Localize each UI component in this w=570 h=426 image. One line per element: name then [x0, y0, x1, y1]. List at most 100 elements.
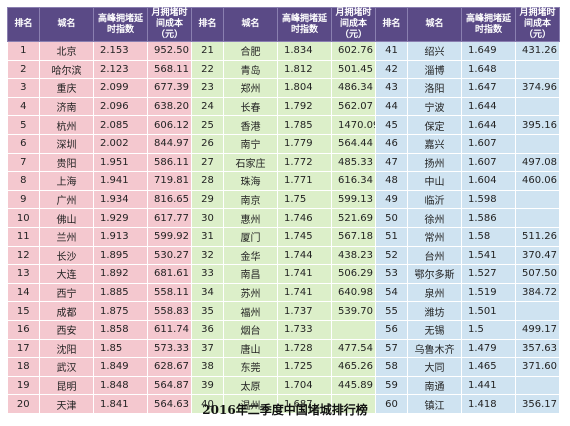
rank-cell: 19	[7, 376, 40, 396]
city-cell: 无锡	[407, 320, 462, 340]
cost-cell: 617.77	[147, 208, 192, 228]
city-cell: 临沂	[407, 190, 462, 210]
city-cell: 宁波	[407, 97, 462, 117]
cost-cell	[515, 97, 560, 117]
rank-cell: 23	[191, 78, 224, 98]
index-cell: 1.885	[93, 283, 148, 303]
rank-cell: 56	[375, 320, 408, 340]
rank-cell: 6	[7, 134, 40, 154]
table-row: 16 西安 1.858 611.74 36 烟台 1.733 56 无锡 1.5 499.17	[7, 320, 560, 340]
rank-cell: 5	[7, 115, 40, 135]
cost-cell: 952.50	[147, 41, 192, 61]
index-cell: 1.479	[461, 339, 516, 359]
rank-cell: 35	[191, 301, 224, 321]
index-cell: 1.527	[461, 264, 516, 284]
rank-cell: 33	[191, 264, 224, 284]
header-city: 城名	[39, 7, 94, 42]
rank-cell: 53	[375, 264, 408, 284]
cost-cell: 558.11	[147, 283, 192, 303]
rank-cell: 34	[191, 283, 224, 303]
table-row: 17 沈阳 1.85 573.33 37 唐山 1.728 477.54 57 乌鲁木齐 1.479…	[7, 339, 560, 359]
city-cell: 大同	[407, 357, 462, 377]
city-cell: 石家庄	[223, 153, 278, 173]
header-rank: 排名	[191, 7, 224, 42]
city-cell: 东莞	[223, 357, 278, 377]
index-cell: 1.849	[93, 357, 148, 377]
cost-cell: 1470.09	[331, 115, 376, 135]
index-cell: 1.75	[277, 190, 332, 210]
city-cell: 唐山	[223, 339, 278, 359]
city-cell: 郑州	[223, 78, 278, 98]
city-cell: 泉州	[407, 283, 462, 303]
index-cell: 1.785	[277, 115, 332, 135]
cost-cell	[515, 208, 560, 228]
cost-cell	[515, 190, 560, 210]
rank-cell: 46	[375, 134, 408, 154]
rank-cell: 9	[7, 190, 40, 210]
index-cell: 1.913	[93, 227, 148, 247]
table-row: 6 深圳 2.002 844.97 26 南宁 1.779 564.44 46 嘉兴 1.607	[7, 134, 560, 154]
rank-cell: 8	[7, 171, 40, 191]
rank-cell: 54	[375, 283, 408, 303]
rank-cell: 15	[7, 301, 40, 321]
cost-cell: 507.50	[515, 264, 560, 284]
cost-cell: 477.54	[331, 339, 376, 359]
index-cell: 1.5	[461, 320, 516, 340]
rank-cell: 45	[375, 115, 408, 135]
cost-cell	[515, 301, 560, 321]
cost-cell: 356.17	[515, 394, 560, 414]
city-cell: 温州	[223, 394, 278, 414]
index-cell: 1.804	[277, 78, 332, 98]
city-cell: 杭州	[39, 115, 94, 135]
city-cell: 深圳	[39, 134, 94, 154]
index-cell: 2.153	[93, 41, 148, 61]
rank-cell: 18	[7, 357, 40, 377]
city-cell: 上海	[39, 171, 94, 191]
index-cell: 1.501	[461, 301, 516, 321]
header-rank: 排名	[7, 7, 40, 42]
rank-cell: 60	[375, 394, 408, 414]
header-index: 高峰拥堵延时指数	[277, 7, 332, 42]
header-city: 城名	[407, 7, 462, 42]
header-city: 城名	[223, 7, 278, 42]
table-body: 1 北京 2.153 952.50 21 合肥 1.834 602.76 41 绍兴 1.649 43…	[7, 41, 560, 414]
rank-cell: 28	[191, 171, 224, 191]
cost-cell: 677.39	[147, 78, 192, 98]
city-cell: 乌鲁木齐	[407, 339, 462, 359]
cost-cell: 506.29	[331, 264, 376, 284]
cost-cell: 431.26	[515, 41, 560, 61]
city-cell: 济南	[39, 97, 94, 117]
cost-cell: 521.69	[331, 208, 376, 228]
table-row: 1 北京 2.153 952.50 21 合肥 1.834 602.76 41 绍兴 1.649 43…	[7, 41, 560, 61]
cost-cell: 511.26	[515, 227, 560, 247]
cost-cell: 564.87	[147, 376, 192, 396]
city-cell: 淄博	[407, 60, 462, 80]
rank-cell: 57	[375, 339, 408, 359]
rank-cell: 31	[191, 227, 224, 247]
index-cell: 1.704	[277, 376, 332, 396]
cost-cell: 586.11	[147, 153, 192, 173]
rank-cell: 13	[7, 264, 40, 284]
rank-cell: 1	[7, 41, 40, 61]
rank-cell: 37	[191, 339, 224, 359]
index-cell: 1.771	[277, 171, 332, 191]
rank-cell: 4	[7, 97, 40, 117]
city-cell: 鄂尔多斯	[407, 264, 462, 284]
index-cell: 1.58	[461, 227, 516, 247]
city-cell: 西宁	[39, 283, 94, 303]
index-cell: 2.085	[93, 115, 148, 135]
index-cell: 1.519	[461, 283, 516, 303]
rank-cell: 29	[191, 190, 224, 210]
cost-cell: 567.18	[331, 227, 376, 247]
rank-cell: 16	[7, 320, 40, 340]
index-cell: 1.648	[461, 60, 516, 80]
city-cell: 南宁	[223, 134, 278, 154]
rank-cell: 58	[375, 357, 408, 377]
city-cell: 哈尔滨	[39, 60, 94, 80]
header-row: 排名 城名 高峰拥堵延时指数 月拥堵时间成本（元） 排名 城名 高峰拥堵延时指数…	[7, 7, 560, 42]
rank-cell: 7	[7, 153, 40, 173]
rank-cell: 51	[375, 227, 408, 247]
city-cell: 大连	[39, 264, 94, 284]
header-cost: 月拥堵时间成本（元）	[147, 7, 192, 42]
rank-cell: 14	[7, 283, 40, 303]
